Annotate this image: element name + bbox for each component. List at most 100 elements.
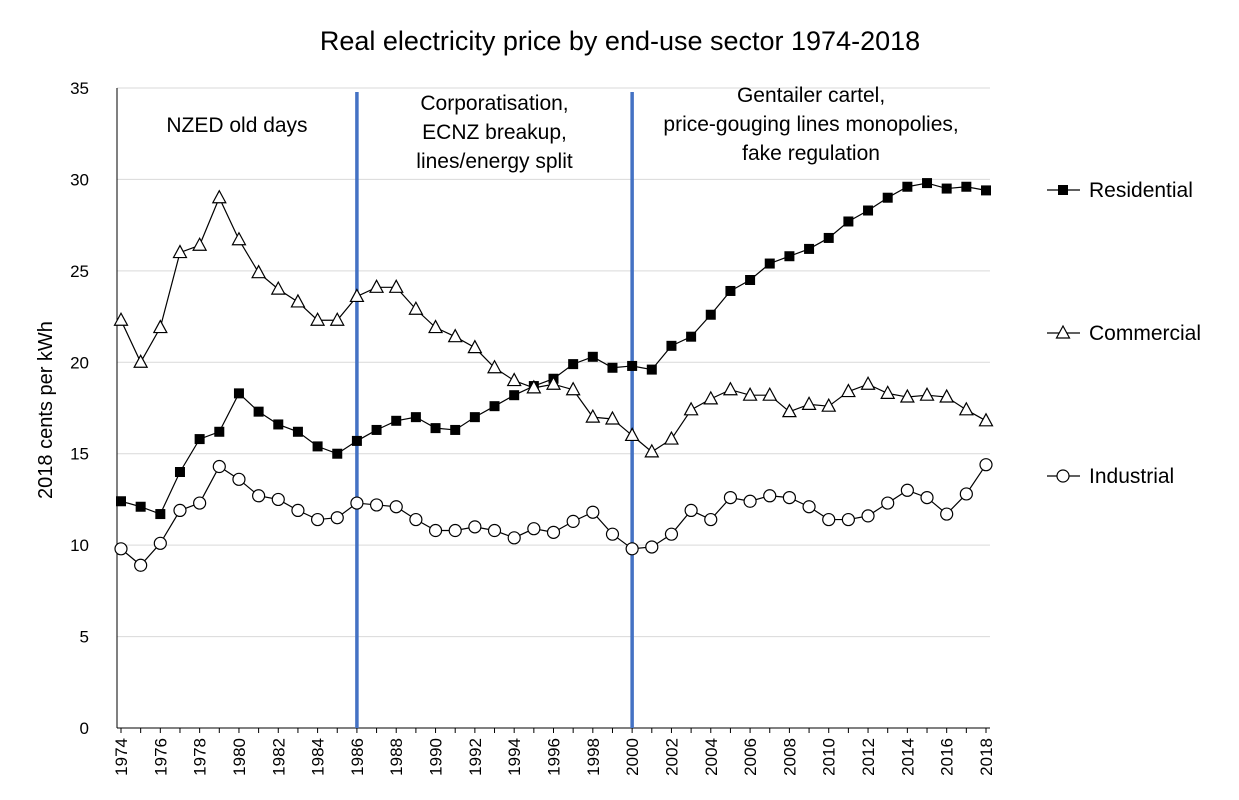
x-tick-label: 2004 — [702, 738, 721, 776]
data-point-industrial — [330, 511, 344, 525]
data-point-commercial — [683, 401, 699, 416]
data-point-residential — [312, 441, 323, 452]
x-tick-label: 1986 — [348, 738, 367, 776]
series-commercial — [113, 189, 994, 458]
data-point-residential — [214, 426, 225, 437]
x-tick-label: 1982 — [269, 738, 288, 776]
data-point-industrial — [271, 492, 285, 507]
y-tick-label: 25 — [70, 262, 89, 281]
data-point-commercial — [231, 231, 247, 246]
data-point-residential — [135, 501, 146, 512]
data-point-commercial — [133, 354, 149, 368]
data-point-commercial — [939, 388, 955, 403]
data-point-industrial — [664, 527, 679, 541]
data-point-commercial — [487, 359, 503, 374]
data-point-industrial — [546, 525, 561, 539]
data-point-residential — [764, 258, 775, 269]
x-tick-label: 1976 — [151, 738, 170, 776]
data-point-industrial — [389, 500, 403, 514]
data-point-industrial — [625, 542, 639, 556]
data-point-industrial — [409, 512, 423, 527]
data-point-commercial — [388, 279, 404, 293]
data-point-residential — [686, 331, 697, 342]
data-point-residential — [332, 448, 343, 459]
data-point-commercial — [781, 403, 797, 418]
y-tick-label: 0 — [80, 719, 89, 738]
data-point-residential — [273, 419, 284, 430]
grid-lines — [117, 87, 990, 638]
data-point-residential — [410, 412, 421, 423]
data-point-commercial — [467, 339, 483, 354]
series-line-residential — [120, 182, 987, 515]
data-point-commercial — [369, 279, 385, 293]
data-point-industrial — [802, 500, 816, 514]
data-point-residential — [568, 359, 579, 370]
legend-marker — [1056, 469, 1070, 483]
x-tick-label: 1992 — [466, 738, 485, 776]
data-point-commercial — [506, 372, 522, 387]
data-point-commercial — [722, 381, 738, 396]
data-point-residential — [725, 285, 736, 296]
data-point-residential — [922, 178, 933, 189]
data-point-commercial — [919, 386, 935, 401]
data-point-industrial — [527, 522, 541, 536]
x-tick-label: 2010 — [820, 738, 839, 776]
data-point-industrial — [193, 496, 207, 510]
data-point-residential — [116, 496, 126, 507]
data-point-commercial — [840, 383, 856, 398]
chart-title: Real electricity price by end-use sector… — [320, 26, 920, 56]
data-point-commercial — [703, 390, 719, 405]
data-point-industrial — [566, 514, 580, 528]
data-point-commercial — [329, 311, 345, 326]
data-point-industrial — [369, 498, 384, 512]
y-axis-label: 2018 cents per kWh — [35, 321, 57, 499]
data-point-industrial — [173, 503, 187, 517]
data-point-residential — [194, 434, 205, 445]
data-point-commercial — [545, 375, 562, 390]
data-point-residential — [391, 415, 402, 426]
data-point-residential — [155, 509, 166, 520]
series-residential — [116, 178, 991, 520]
data-point-industrial — [861, 509, 875, 523]
data-point-industrial — [841, 512, 855, 527]
data-point-residential — [666, 340, 677, 351]
data-point-industrial — [114, 542, 128, 556]
data-point-residential — [823, 232, 834, 243]
legend-label: Commercial — [1089, 322, 1201, 345]
period-annotation-line: price-gouging lines monopolies, — [663, 113, 958, 136]
period-annotation-line: ECNZ breakup, — [422, 121, 567, 144]
data-point-industrial — [468, 520, 482, 534]
data-point-residential — [627, 360, 638, 371]
x-tick-label: 1988 — [387, 738, 406, 776]
data-point-industrial — [350, 496, 364, 510]
data-point-commercial — [762, 386, 778, 401]
x-tick-label: 2008 — [780, 738, 799, 776]
x-tick-label: 2012 — [859, 738, 878, 776]
series-line-industrial — [120, 464, 987, 567]
data-point-commercial — [526, 379, 542, 394]
data-point-commercial — [821, 397, 837, 412]
data-point-commercial — [958, 401, 974, 416]
x-tick-label: 1974 — [112, 738, 131, 776]
period-annotation-line: Corporatisation, — [420, 92, 568, 115]
data-point-residential — [587, 351, 598, 362]
data-point-industrial — [310, 512, 325, 527]
x-tick-label: 2018 — [977, 738, 996, 776]
data-point-residential — [843, 216, 854, 227]
data-point-residential — [233, 388, 244, 399]
data-point-commercial — [192, 236, 208, 251]
series-lines — [113, 178, 994, 572]
data-point-residential — [961, 181, 972, 192]
data-point-residential — [292, 426, 303, 437]
data-point-residential — [253, 406, 264, 417]
x-tick-label: 1996 — [545, 738, 564, 776]
series-line-commercial — [120, 196, 987, 453]
data-point-commercial — [408, 300, 424, 315]
data-point-residential — [607, 362, 618, 373]
data-point-residential — [351, 435, 362, 446]
data-point-commercial — [113, 311, 129, 326]
data-point-commercial — [251, 264, 267, 279]
legend-label: Industrial — [1089, 465, 1174, 488]
data-point-industrial — [684, 503, 698, 517]
data-point-residential — [371, 424, 382, 435]
